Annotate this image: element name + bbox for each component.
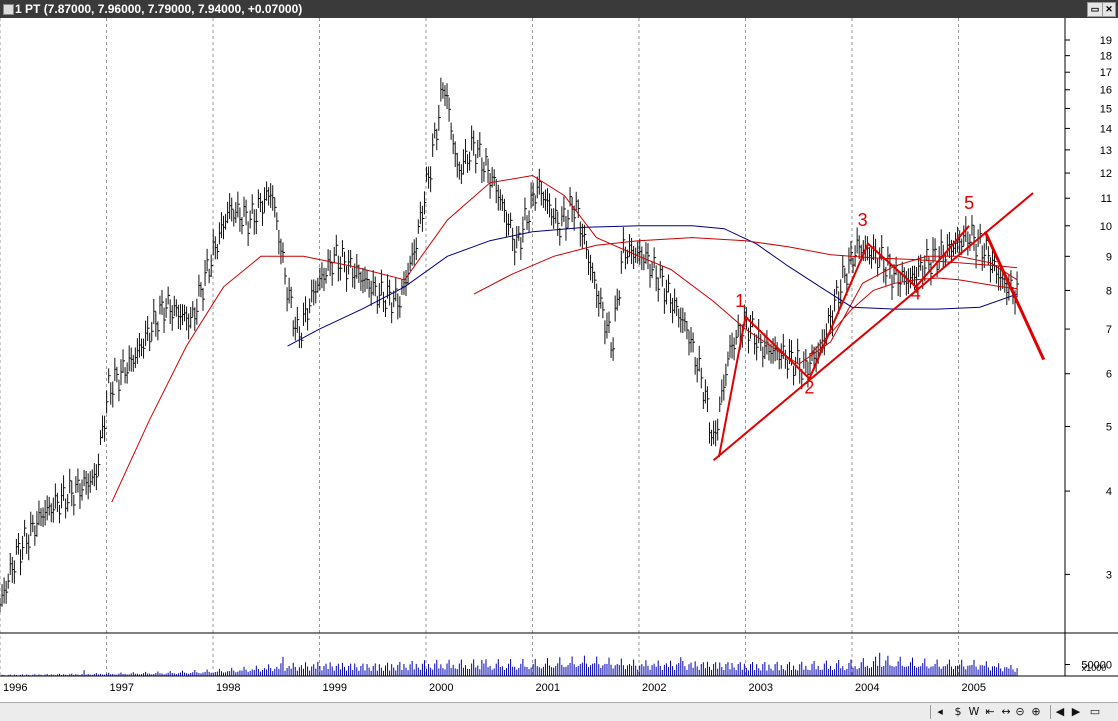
symbol-label: 1 PT	[15, 2, 41, 16]
moving-average-line	[111, 174, 1018, 503]
x-tick-label: 1998	[216, 682, 240, 694]
maximize-icon[interactable]: ▭	[1087, 2, 1103, 17]
window-menu-icon[interactable]	[3, 4, 14, 15]
price-bars	[0, 77, 1020, 613]
scroll-left-icon[interactable]: ↔	[1001, 705, 1011, 718]
dollar-icon[interactable]: $	[954, 705, 962, 718]
scroll-back-icon[interactable]: ◀	[1055, 705, 1065, 718]
wave-label: 1	[735, 291, 745, 311]
y-tick-label: 8	[1106, 285, 1112, 297]
y-tick-label: 11	[1101, 193, 1112, 205]
caret-left-icon[interactable]: ◂	[937, 705, 943, 718]
x-tick-label: 2002	[642, 682, 666, 694]
projected-decline-line	[983, 231, 1046, 361]
support-trendline	[712, 192, 1034, 461]
week-button[interactable]: W	[968, 705, 980, 718]
y-tick-label: 16	[1100, 85, 1112, 97]
y-tick-label: 19	[1100, 35, 1112, 47]
x-tick-label: 1999	[323, 682, 347, 694]
ohlc-readout: (7.87000, 7.96000, 7.79000, 7.94000, +0.…	[43, 2, 303, 16]
x-tick-label: 2003	[749, 682, 773, 694]
wave-annotations: 1 2 3 4 5	[712, 192, 1046, 461]
wave-label: 5	[964, 193, 974, 213]
chart-axes: 34567891011121314151617181950000x1000199…	[0, 18, 1118, 694]
y-tick-label: 15	[1100, 103, 1112, 115]
x-tick-label: 1997	[110, 682, 134, 694]
y-tick-label: 3	[1106, 569, 1112, 581]
toolbar-divider	[930, 705, 931, 719]
window-title: 1 PT (7.87000, 7.96000, 7.79000, 7.94000…	[15, 2, 302, 16]
y-tick-label: 5	[1106, 421, 1112, 433]
volume-unit-label: x1000	[1082, 663, 1107, 673]
close-icon[interactable]: ✕	[1102, 2, 1116, 17]
y-tick-label: 4	[1106, 486, 1112, 498]
volume-tick-label: 50000	[1081, 660, 1112, 672]
y-tick-label: 14	[1100, 123, 1112, 135]
y-tick-label: 7	[1106, 324, 1112, 336]
chart-background	[0, 18, 1118, 702]
volume-bars	[0, 652, 1018, 676]
x-tick-label: 2001	[536, 682, 560, 694]
x-tick-label: 1996	[3, 682, 27, 694]
zoom-out-icon[interactable]: ⊝	[1015, 705, 1025, 718]
vertical-gridlines	[0, 18, 959, 676]
x-tick-label: 2000	[429, 682, 453, 694]
y-tick-label: 18	[1100, 51, 1112, 63]
step-back-icon[interactable]: ⇤	[985, 705, 995, 718]
window-titlebar[interactable]: 1 PT (7.87000, 7.96000, 7.79000, 7.94000…	[0, 0, 1118, 18]
x-tick-label: 2005	[962, 682, 986, 694]
y-tick-label: 13	[1100, 145, 1112, 157]
wave-label: 4	[911, 284, 921, 304]
y-tick-label: 9	[1106, 251, 1112, 263]
chart-toolbar: ◂ $ W ⇤ ↔ ⊝ ⊕ ◀ ▶ ▭	[0, 702, 1118, 721]
wave-path-line	[717, 225, 970, 458]
wave-label: 3	[858, 210, 868, 230]
zoom-in-icon[interactable]: ⊕	[1031, 705, 1041, 718]
y-tick-label: 12	[1100, 168, 1112, 180]
scroll-forward-icon[interactable]: ▶	[1071, 705, 1081, 718]
wave-label: 2	[804, 378, 814, 398]
toolbar-divider	[1050, 705, 1051, 719]
y-tick-label: 10	[1100, 221, 1112, 233]
fit-icon[interactable]: ▭	[1089, 705, 1101, 718]
moving-average-line	[809, 277, 1018, 356]
x-tick-label: 2004	[855, 682, 879, 694]
y-tick-label: 6	[1106, 369, 1112, 381]
y-tick-label: 17	[1100, 67, 1112, 79]
